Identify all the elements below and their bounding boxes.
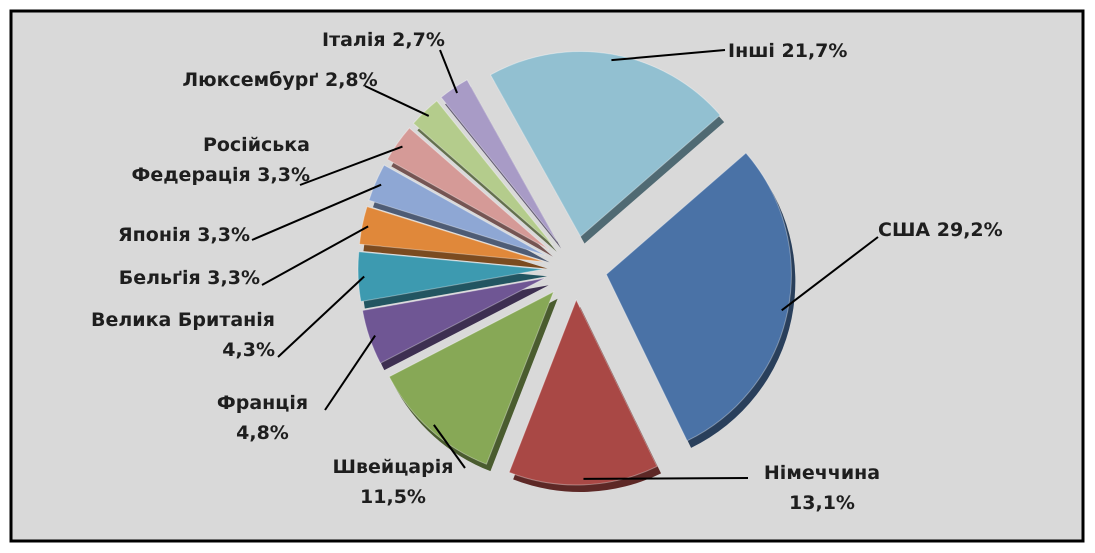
label-name: Люксембурґ bbox=[182, 69, 319, 91]
leader-line bbox=[299, 145, 403, 186]
label-value: 4,8% bbox=[236, 422, 289, 444]
slice bbox=[605, 152, 792, 442]
leader-line bbox=[583, 477, 749, 480]
slice bbox=[357, 251, 544, 303]
label: Швейцарія 11,5% bbox=[318, 452, 468, 512]
leader-line bbox=[781, 236, 879, 312]
label: Інші 21,7% bbox=[728, 36, 898, 66]
leader-line bbox=[611, 49, 726, 62]
label-value: 3,3% bbox=[197, 224, 250, 246]
label-value: 2,8% bbox=[324, 69, 378, 91]
slice bbox=[440, 79, 558, 242]
slice bbox=[489, 51, 721, 238]
label: Італія 2,7% bbox=[322, 25, 492, 55]
label-value: 3,3% bbox=[257, 164, 310, 186]
label-value: 13,1% bbox=[789, 492, 855, 514]
label-name: Італія bbox=[322, 29, 386, 51]
slice-side bbox=[366, 285, 549, 371]
label: Франція 4,8% bbox=[200, 388, 325, 448]
slice bbox=[508, 298, 658, 486]
leader-line bbox=[433, 424, 466, 469]
leader-line bbox=[251, 183, 382, 241]
label-name: Інші bbox=[728, 40, 775, 62]
label: Бельґія 3,3% bbox=[60, 263, 260, 293]
leader-line bbox=[439, 49, 459, 94]
label-name: Японія bbox=[118, 224, 191, 246]
label-name: Російська Федерація bbox=[131, 134, 310, 186]
label-name: США bbox=[878, 219, 931, 241]
leader-line bbox=[324, 335, 376, 411]
leader-line bbox=[261, 225, 369, 286]
leader-line bbox=[277, 275, 365, 358]
label-name: Швейцарія bbox=[332, 456, 454, 478]
label-name: Франція bbox=[216, 392, 309, 414]
label-value: 2,7% bbox=[392, 29, 445, 51]
slice bbox=[388, 290, 555, 465]
label-value: 4,3% bbox=[222, 339, 275, 361]
label-value: 3,3% bbox=[207, 267, 260, 289]
label: Велика Британія 4,3% bbox=[60, 305, 275, 365]
label-name: Велика Британія bbox=[91, 309, 275, 331]
label: Німеччина 13,1% bbox=[742, 458, 902, 518]
slice bbox=[412, 100, 554, 246]
slice bbox=[386, 127, 550, 251]
label: Російська Федерація 3,3% bbox=[100, 130, 310, 190]
label-name: Бельґія bbox=[118, 267, 201, 289]
leader-line bbox=[364, 85, 430, 117]
label-value: 21,7% bbox=[781, 40, 848, 62]
label-name: Німеччина bbox=[763, 462, 881, 484]
slice bbox=[358, 205, 544, 263]
label: Люксембурґ 2,8% bbox=[180, 65, 380, 95]
label: Японія 3,3% bbox=[60, 220, 250, 250]
label: США 29,2% bbox=[878, 215, 1068, 245]
slice bbox=[368, 164, 546, 256]
label-value: 11,5% bbox=[360, 486, 426, 508]
label-value: 29,2% bbox=[936, 219, 1003, 241]
slice bbox=[361, 277, 545, 364]
